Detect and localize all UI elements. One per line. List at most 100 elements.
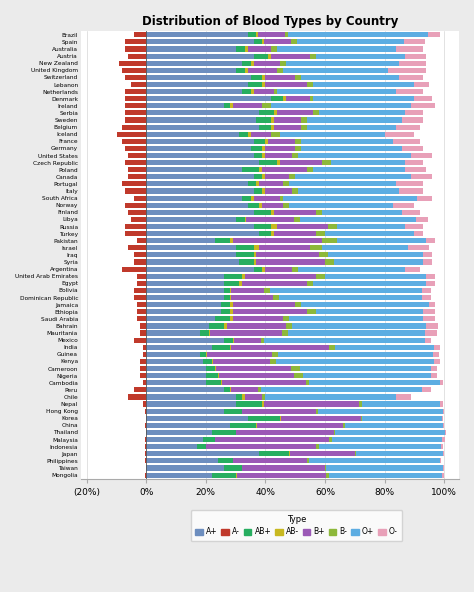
Bar xyxy=(442,472,444,478)
Bar xyxy=(322,160,331,165)
Bar xyxy=(146,202,247,208)
Bar xyxy=(254,139,265,144)
Bar xyxy=(295,75,301,80)
Bar xyxy=(137,281,146,286)
Bar xyxy=(146,401,236,407)
Bar xyxy=(146,408,224,414)
Bar xyxy=(146,153,254,158)
Bar xyxy=(222,380,306,385)
Bar xyxy=(146,60,242,66)
Bar xyxy=(238,281,242,286)
Bar xyxy=(425,337,431,343)
Bar xyxy=(254,39,263,44)
Bar xyxy=(126,96,146,101)
Bar xyxy=(400,75,423,80)
Bar xyxy=(146,82,247,87)
Bar xyxy=(259,245,310,250)
Bar xyxy=(224,337,233,343)
Bar xyxy=(254,153,263,158)
Bar xyxy=(416,217,428,222)
Bar xyxy=(280,160,322,165)
Bar xyxy=(411,174,432,179)
Bar xyxy=(302,373,431,378)
Bar xyxy=(146,330,200,336)
Bar xyxy=(337,238,426,243)
Bar xyxy=(236,252,254,258)
Bar xyxy=(288,330,425,336)
Bar xyxy=(224,288,230,293)
Bar xyxy=(234,337,261,343)
Bar xyxy=(254,252,256,258)
Bar xyxy=(143,345,146,350)
Bar xyxy=(254,89,274,94)
Bar xyxy=(316,53,405,59)
Bar xyxy=(423,316,435,321)
Bar xyxy=(247,46,272,52)
Bar xyxy=(254,188,263,194)
Bar xyxy=(146,444,197,449)
Bar xyxy=(126,146,146,151)
Bar xyxy=(426,323,438,329)
Bar xyxy=(443,451,444,456)
Bar xyxy=(313,82,414,87)
Bar xyxy=(146,252,236,258)
Bar xyxy=(128,245,146,250)
Bar xyxy=(122,139,146,144)
Bar xyxy=(313,96,414,101)
Bar xyxy=(361,416,362,421)
Bar xyxy=(251,146,263,151)
Bar xyxy=(283,195,417,201)
Bar xyxy=(325,465,327,471)
Bar xyxy=(310,53,316,59)
Bar xyxy=(126,188,146,194)
Bar xyxy=(146,103,224,108)
Bar xyxy=(247,181,256,186)
Bar xyxy=(146,359,203,364)
Bar xyxy=(146,472,212,478)
Bar xyxy=(286,96,310,101)
Bar xyxy=(276,359,434,364)
Bar xyxy=(128,174,146,179)
Bar xyxy=(203,359,212,364)
Bar xyxy=(307,124,396,130)
Bar xyxy=(280,195,283,201)
Bar xyxy=(212,430,236,435)
Bar xyxy=(237,472,326,478)
Bar xyxy=(233,103,263,108)
Title: Distribution of Blood Types by Country: Distribution of Blood Types by Country xyxy=(142,15,398,28)
Bar xyxy=(362,401,440,407)
Bar xyxy=(280,131,384,137)
Bar xyxy=(272,352,278,357)
Bar xyxy=(289,174,295,179)
Bar xyxy=(146,53,254,59)
Bar xyxy=(140,373,146,378)
Bar xyxy=(414,96,432,101)
Bar xyxy=(325,274,426,279)
Bar xyxy=(362,416,442,421)
Bar xyxy=(238,131,247,137)
Bar xyxy=(137,309,146,314)
Bar xyxy=(146,423,230,428)
Bar xyxy=(433,352,439,357)
Bar xyxy=(272,96,283,101)
Bar xyxy=(146,117,256,123)
Bar xyxy=(301,146,402,151)
Bar xyxy=(425,330,437,336)
Bar xyxy=(230,316,233,321)
Bar xyxy=(242,394,245,400)
Bar xyxy=(135,32,146,37)
Bar xyxy=(246,217,294,222)
Bar xyxy=(245,274,316,279)
Bar xyxy=(272,131,280,137)
Bar xyxy=(295,146,301,151)
Bar xyxy=(298,153,411,158)
Bar xyxy=(230,345,231,350)
Bar xyxy=(319,444,441,449)
Bar xyxy=(440,380,443,385)
Bar xyxy=(145,451,146,456)
Bar xyxy=(242,60,251,66)
Bar xyxy=(206,373,218,378)
Bar xyxy=(242,89,251,94)
Bar xyxy=(146,195,242,201)
Bar xyxy=(251,131,272,137)
